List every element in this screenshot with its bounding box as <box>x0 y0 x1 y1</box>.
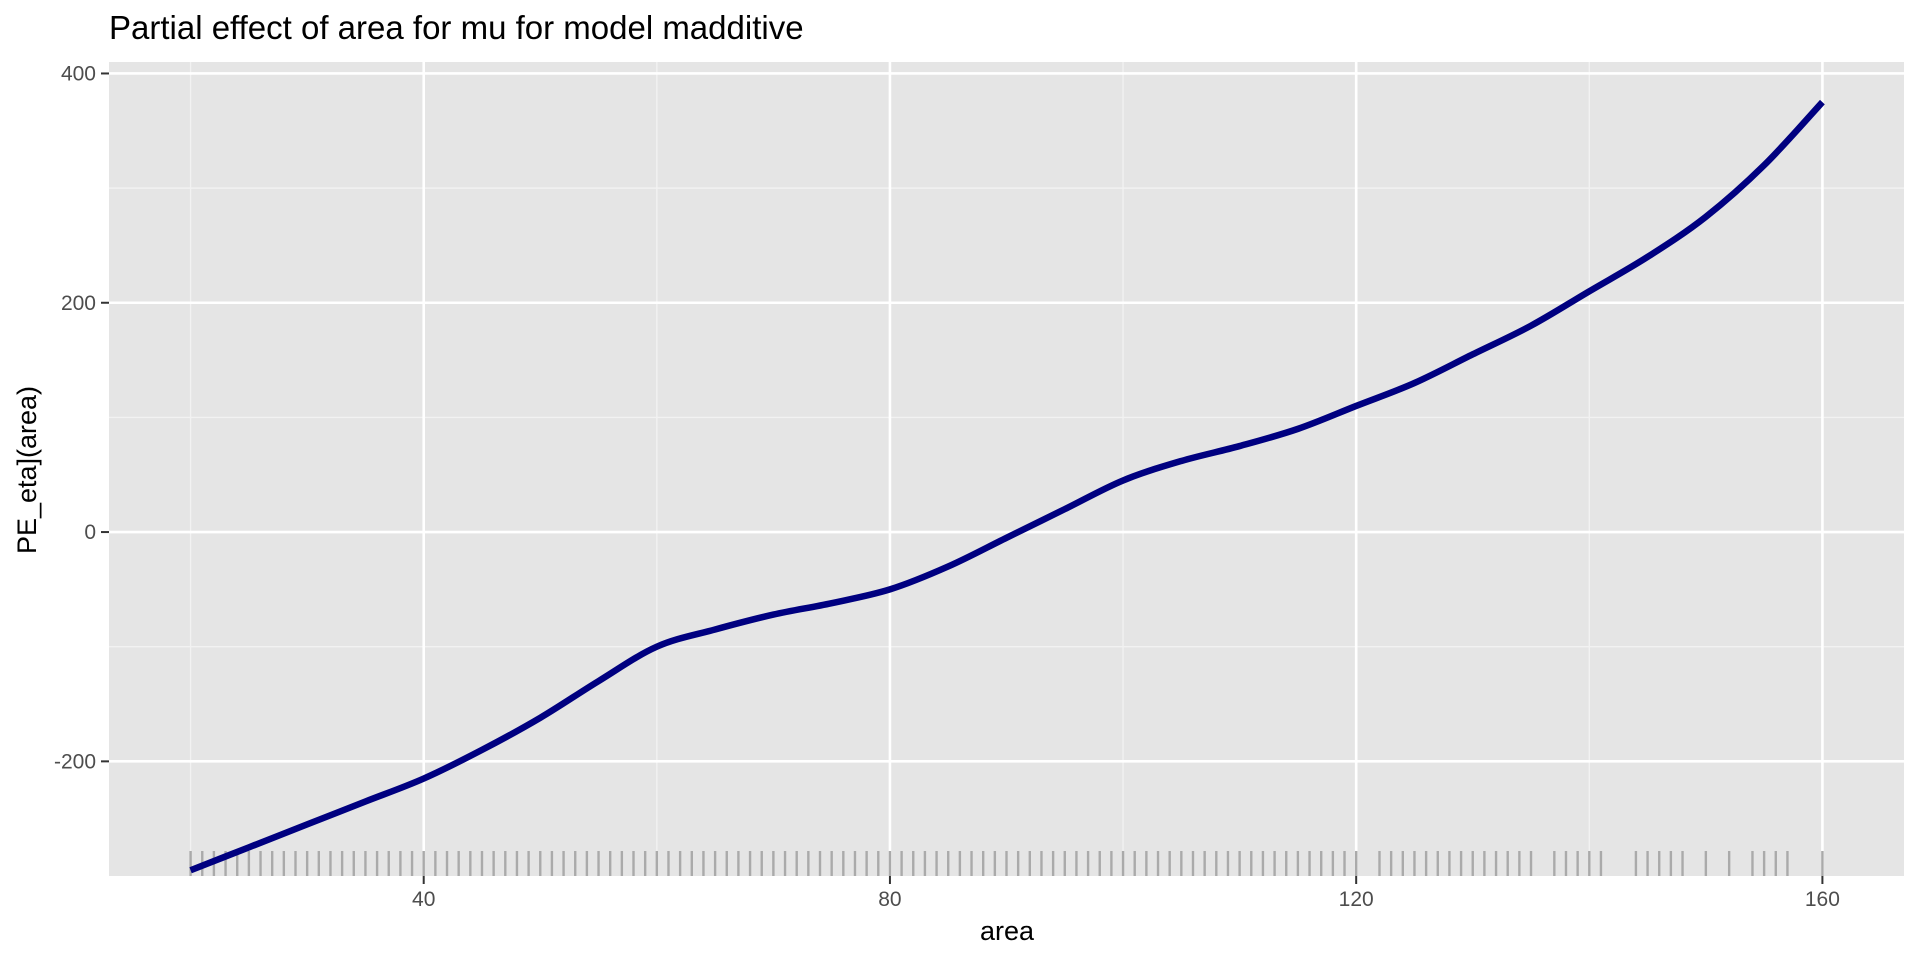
rug-marks <box>189 851 1824 876</box>
y-axis: -200 0 200 400 <box>54 62 109 773</box>
y-tick-label: -200 <box>54 750 96 773</box>
x-tick-label: 80 <box>878 888 901 911</box>
x-axis-title: area <box>980 916 1035 946</box>
plot-panel <box>109 62 1904 876</box>
major-gridlines <box>109 62 1904 876</box>
x-tick-label: 40 <box>412 888 435 911</box>
chart-title: Partial effect of area for mu for model … <box>109 9 804 46</box>
series-group <box>189 99 1825 874</box>
x-tick-label: 160 <box>1805 888 1840 911</box>
y-tick-label: 0 <box>84 521 96 544</box>
y-tick-label: 400 <box>61 62 96 85</box>
y-tick-label: 200 <box>61 292 96 315</box>
series-line <box>189 99 1825 874</box>
x-tick-label: 120 <box>1339 888 1374 911</box>
minor-gridlines <box>109 62 1904 876</box>
y-axis-title: PE_eta](area) <box>12 386 42 554</box>
x-axis: 40 80 120 160 <box>412 876 1840 911</box>
